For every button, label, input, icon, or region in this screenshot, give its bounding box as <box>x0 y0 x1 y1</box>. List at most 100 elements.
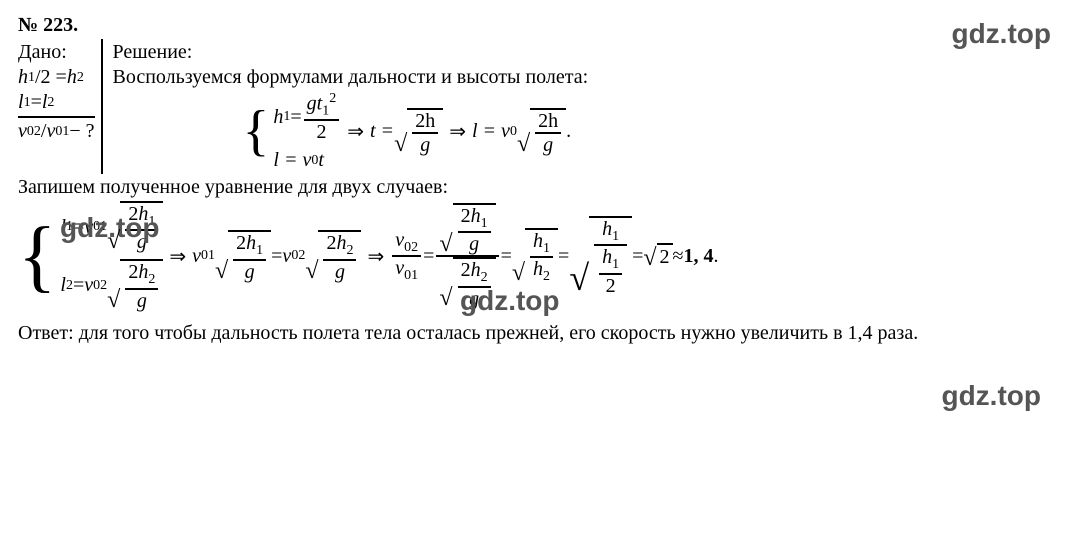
h1a: 1 <box>148 214 155 229</box>
rns: 02 <box>404 240 418 255</box>
eq5: = <box>501 245 512 268</box>
v02b: v <box>282 245 291 268</box>
arrow-3: ⇒ <box>169 244 186 269</box>
frac-v-ratio: v02 v01 <box>392 229 421 284</box>
h1-var: h <box>18 66 28 89</box>
solution-label: Решение: <box>113 41 589 64</box>
given-solution-row: Дано: h1/2 = h2 l1 = l2 v02/v01 − ? Реше… <box>18 39 1063 174</box>
h2b: 2 <box>148 272 155 287</box>
sqrt-d: √2h2g <box>305 230 361 282</box>
l2s: 2 <box>66 278 73 294</box>
sqrt-h1-h1half: √h1h12 <box>569 216 632 297</box>
v02: v <box>84 274 93 297</box>
l-eq-v0t: l = v <box>273 149 311 172</box>
eq-sign: = <box>290 106 301 129</box>
n2c: 2 <box>236 232 246 254</box>
rds: 01 <box>404 268 418 283</box>
sys1-eq-a: h1 = gt12 2 <box>273 91 341 143</box>
hh2: h <box>602 246 612 268</box>
rad-h: √ <box>569 257 589 299</box>
left-brace-icon: { <box>243 106 270 156</box>
v02-var: v <box>18 120 27 143</box>
h2f: 2 <box>481 270 488 285</box>
num-2h-2: 2h <box>538 110 558 132</box>
l-eq-v0: l = v <box>472 120 510 143</box>
sqrt-2h-g-1: √ 2h g <box>394 108 443 156</box>
given-column: Дано: h1/2 = h2 l1 = l2 v02/v01 − ? <box>18 39 101 145</box>
eq4: = <box>423 245 434 268</box>
hh1: h <box>602 218 612 240</box>
frac-gt2-2: gt12 2 <box>304 91 340 143</box>
he: h <box>471 205 481 227</box>
rad-d: √ <box>305 258 318 285</box>
approx-sign: ≈ <box>673 245 684 268</box>
period: . <box>566 120 571 143</box>
given-label: Дано: <box>18 41 95 64</box>
t-sup: 2 <box>329 91 336 106</box>
h1h: 1 <box>612 229 619 244</box>
sqrt-2h2-g-b: √2h2g <box>107 259 163 311</box>
hg2: h <box>533 258 543 280</box>
v0-sub-2: 0 <box>510 124 517 140</box>
sqrt-2: √2 <box>643 243 672 270</box>
h1-sub: 1 <box>28 70 35 86</box>
rd: v <box>395 257 404 279</box>
hg1: h <box>533 230 543 252</box>
div-text: /2 = <box>35 66 67 89</box>
eq-text: = <box>31 91 42 114</box>
t-var: t <box>318 149 324 172</box>
h-sub: 1 <box>283 109 290 125</box>
h2-sub: 2 <box>77 70 84 86</box>
gd: g <box>323 261 356 283</box>
given-divider <box>18 116 95 118</box>
h1e: 1 <box>481 216 488 231</box>
gb: g <box>125 290 158 312</box>
v01b: v <box>192 245 201 268</box>
t-equals: t = <box>370 120 394 143</box>
h1h2: 1 <box>612 257 619 272</box>
h2-var: h <box>67 66 77 89</box>
rad-f: √ <box>439 285 452 311</box>
left-brace-icon-2: { <box>18 220 56 292</box>
brace-system-2: { l1 = v01 √2h1g l2 = v02 √2h2g <box>18 201 163 312</box>
given-line-3: v02/v01 − ? <box>18 120 95 143</box>
sqrt-2h-g-2: √ 2h g <box>517 108 566 156</box>
sqrt-f: √ 2h2 g <box>439 257 495 309</box>
rad-c: √ <box>215 258 228 285</box>
watermark-bottom-right: gdz.top <box>941 380 1041 412</box>
sys1-eq-b: l = v0t <box>273 149 341 172</box>
eq3: = <box>271 245 282 268</box>
hf: h <box>471 259 481 281</box>
rad-g: √ <box>512 260 525 287</box>
v01s: 01 <box>93 219 107 235</box>
sys2-eq-a: l1 = v01 √2h1g <box>60 201 163 253</box>
n2b: 2 <box>128 261 138 283</box>
rad-a: √ <box>107 228 120 255</box>
rad-i: √ <box>643 245 656 272</box>
solution-text-1: Воспользуемся формулами дальности и высо… <box>113 66 589 89</box>
l1-sub: 1 <box>24 95 31 111</box>
hd: h <box>336 232 346 254</box>
frac-sqrt-ratio: √2h1g √2h2g <box>436 203 498 310</box>
equation-system-1: { h1 = gt12 2 l = v0t ⇒ t = <box>243 91 589 172</box>
implies-arrow-1: ⇒ <box>347 119 364 144</box>
n2a: 2 <box>128 203 138 225</box>
answer-text: для того чтобы дальность полета тела ост… <box>74 322 919 344</box>
problem-number: № 223. <box>18 14 1063 37</box>
ha: h <box>138 203 148 225</box>
h-var: h <box>273 106 283 129</box>
den-2: 2 <box>304 121 340 143</box>
gf: g <box>458 288 491 310</box>
v01-var: v <box>46 120 55 143</box>
n2f: 2 <box>461 259 471 281</box>
radical-icon: √ <box>394 131 407 158</box>
l2-sub: 2 <box>47 95 54 111</box>
h2g: 2 <box>543 269 550 284</box>
den-g: g <box>412 134 438 156</box>
h2d: 2 <box>346 243 353 258</box>
n2e: 2 <box>461 205 471 227</box>
given-line-1: h1/2 = h2 <box>18 66 95 89</box>
sqrt-h1-h2: √h1h2 <box>512 228 558 285</box>
two-under-root: 2 <box>660 246 670 269</box>
v02s: 02 <box>93 278 107 294</box>
